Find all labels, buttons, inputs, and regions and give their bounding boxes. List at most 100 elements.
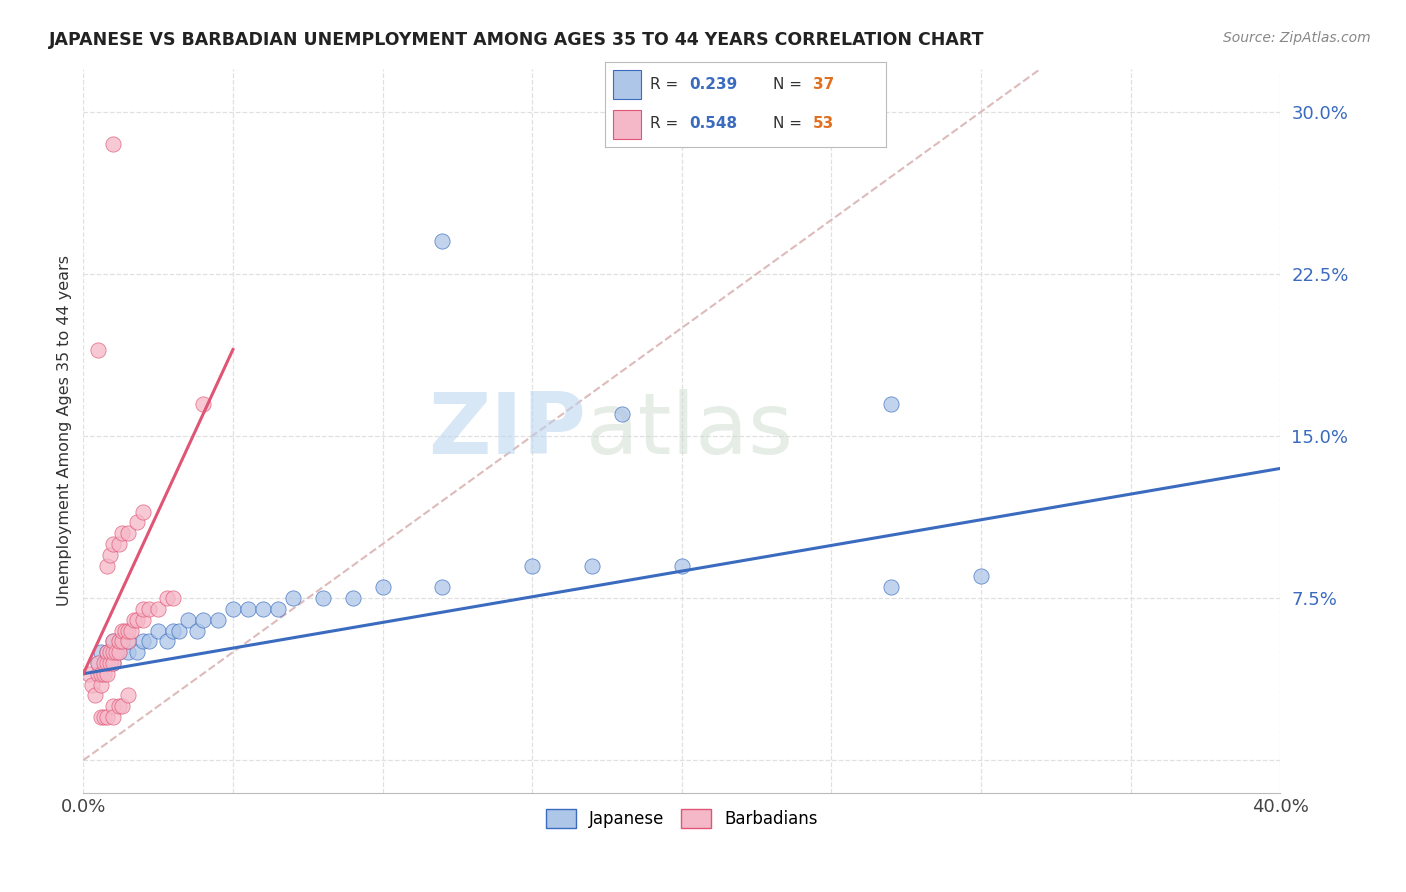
Point — [146, 602, 169, 616]
Point — [581, 558, 603, 573]
Point — [103, 137, 125, 152]
Text: N =: N = — [773, 77, 807, 92]
Point — [156, 591, 179, 606]
Y-axis label: Unemployment Among Ages 35 to 44 years: Unemployment Among Ages 35 to 44 years — [58, 255, 72, 606]
Point — [132, 602, 155, 616]
Legend: Japanese, Barbadians: Japanese, Barbadians — [538, 803, 824, 835]
Point — [207, 613, 229, 627]
Point — [96, 710, 118, 724]
Point — [267, 602, 290, 616]
Point — [77, 666, 100, 681]
Point — [236, 602, 259, 616]
Point — [96, 558, 118, 573]
Point — [191, 396, 214, 410]
Point — [103, 656, 125, 670]
Point — [117, 634, 139, 648]
Point — [127, 645, 149, 659]
Point — [281, 591, 304, 606]
Point — [222, 602, 245, 616]
Point — [162, 624, 184, 638]
Point — [970, 569, 993, 583]
Point — [167, 624, 190, 638]
Point — [671, 558, 693, 573]
Point — [111, 634, 134, 648]
Text: R =: R = — [650, 116, 683, 131]
Text: atlas: atlas — [586, 389, 794, 472]
Point — [84, 689, 107, 703]
Bar — [613, 110, 641, 139]
Point — [132, 505, 155, 519]
Point — [117, 526, 139, 541]
Point — [522, 558, 544, 573]
Point — [111, 526, 134, 541]
Point — [177, 613, 200, 627]
Text: JAPANESE VS BARBADIAN UNEMPLOYMENT AMONG AGES 35 TO 44 YEARS CORRELATION CHART: JAPANESE VS BARBADIAN UNEMPLOYMENT AMONG… — [49, 31, 984, 49]
Bar — [613, 70, 641, 99]
Point — [103, 699, 125, 714]
Point — [127, 613, 149, 627]
Point — [87, 343, 110, 357]
Point — [162, 591, 184, 606]
Point — [98, 656, 121, 670]
Point — [120, 624, 142, 638]
Point — [432, 580, 454, 594]
Point — [90, 677, 112, 691]
Point — [90, 645, 112, 659]
Point — [114, 624, 136, 638]
Text: 37: 37 — [813, 77, 834, 92]
Point — [105, 645, 128, 659]
Point — [127, 516, 149, 530]
Point — [96, 666, 118, 681]
Point — [103, 634, 125, 648]
Point — [96, 645, 118, 659]
Point — [98, 548, 121, 562]
Text: R =: R = — [650, 77, 683, 92]
Point — [138, 634, 160, 648]
Point — [103, 710, 125, 724]
Point — [90, 666, 112, 681]
Point — [87, 656, 110, 670]
Text: 0.239: 0.239 — [689, 77, 737, 92]
Point — [93, 666, 115, 681]
Point — [312, 591, 335, 606]
Point — [108, 537, 131, 551]
Point — [117, 689, 139, 703]
Point — [87, 666, 110, 681]
Point — [117, 624, 139, 638]
Point — [252, 602, 274, 616]
Point — [117, 645, 139, 659]
Point — [96, 645, 118, 659]
Point — [138, 602, 160, 616]
Point — [132, 634, 155, 648]
Point — [371, 580, 394, 594]
Point — [103, 645, 125, 659]
Point — [156, 634, 179, 648]
Point — [108, 699, 131, 714]
Point — [111, 699, 134, 714]
Point — [93, 710, 115, 724]
Point — [103, 634, 125, 648]
Point — [146, 624, 169, 638]
Text: 53: 53 — [813, 116, 834, 131]
Point — [108, 634, 131, 648]
Point — [342, 591, 364, 606]
Text: ZIP: ZIP — [429, 389, 586, 472]
Text: 0.548: 0.548 — [689, 116, 737, 131]
Point — [108, 634, 131, 648]
Point — [98, 645, 121, 659]
Point — [96, 656, 118, 670]
Point — [186, 624, 208, 638]
Point — [82, 677, 104, 691]
Point — [103, 656, 125, 670]
Point — [191, 613, 214, 627]
Point — [122, 613, 145, 627]
Point — [610, 408, 633, 422]
Point — [87, 656, 110, 670]
Point — [108, 645, 131, 659]
Point — [93, 656, 115, 670]
Point — [880, 396, 903, 410]
Text: N =: N = — [773, 116, 807, 131]
Point — [111, 624, 134, 638]
Point — [432, 235, 454, 249]
Point — [132, 613, 155, 627]
